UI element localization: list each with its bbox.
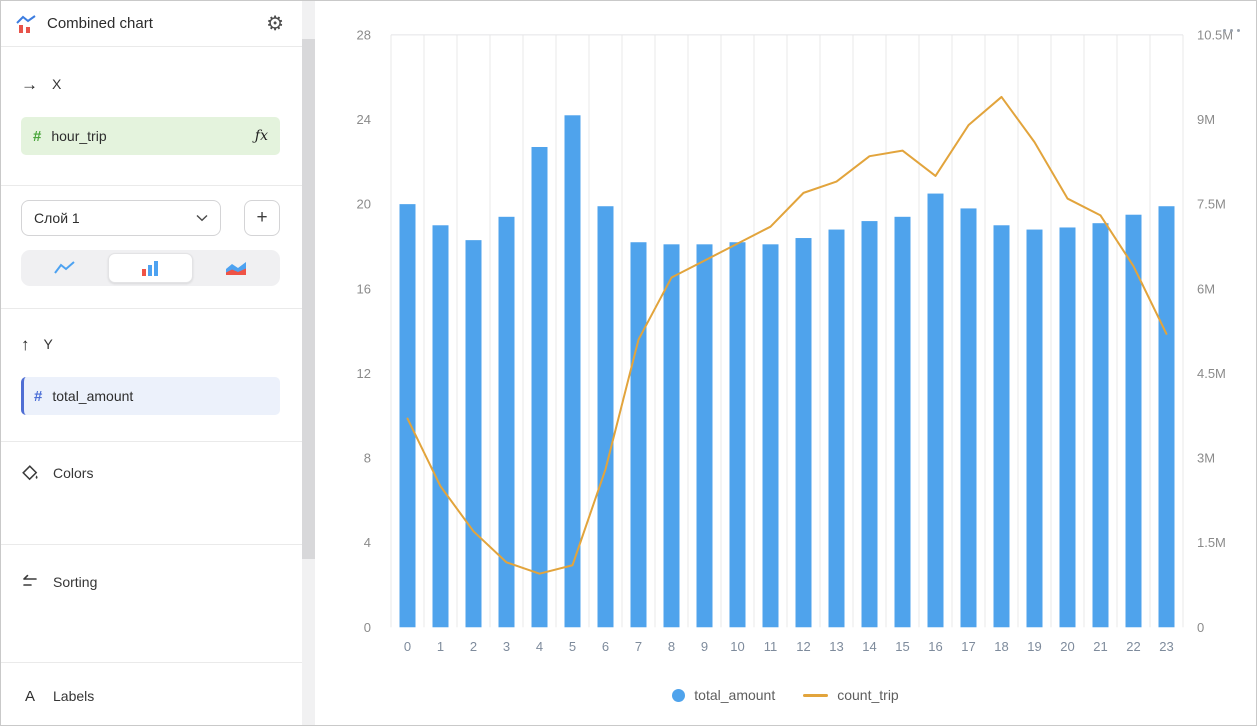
svg-text:14: 14 (862, 639, 876, 654)
legend-label: count_trip (837, 687, 899, 703)
svg-text:28: 28 (357, 27, 371, 42)
layer-row: Слой 1 + (21, 200, 280, 236)
svg-text:4: 4 (536, 639, 543, 654)
sidebar-header: Combined chart ⚙ (1, 1, 302, 47)
chart-type-area[interactable] (195, 253, 277, 283)
colors-section: Colors (1, 442, 302, 545)
legend-label: total_amount (694, 687, 776, 703)
svg-text:20: 20 (1060, 639, 1074, 654)
svg-text:7.5M: 7.5M (1197, 197, 1226, 212)
svg-text:6: 6 (602, 639, 609, 654)
y-section: ↑ Y # total_amount (1, 309, 302, 442)
function-icon[interactable]: ƒx (254, 128, 268, 144)
chart-panel: 0 4 8 12 16 20 24 28 0 1.5M 3M 4.5M 6M 7.5M 9M 10.5M 0 1 2… (315, 1, 1256, 725)
svg-text:13: 13 (829, 639, 843, 654)
svg-text:1.5M: 1.5M (1197, 535, 1226, 550)
svg-text:8: 8 (668, 639, 675, 654)
layer-section: Слой 1 + (1, 186, 302, 309)
area-chart-icon (225, 260, 247, 276)
field-chip-label: total_amount (52, 388, 134, 404)
layer-select-value: Слой 1 (34, 210, 80, 226)
x-section-header: → X (21, 73, 280, 95)
paint-bucket-icon (21, 464, 39, 482)
svg-text:16: 16 (928, 639, 942, 654)
sidebar-scrollbar-thumb[interactable] (302, 39, 315, 559)
chart-type-bar[interactable] (108, 253, 193, 283)
legend-circle-marker (672, 688, 686, 702)
svg-text:9: 9 (701, 639, 708, 654)
svg-text:3M: 3M (1197, 451, 1215, 466)
legend-item-total-amount[interactable]: total_amount (672, 687, 775, 703)
bar-chart-icon (139, 260, 161, 276)
svg-text:12: 12 (796, 639, 810, 654)
labels-section: A Labels (1, 663, 302, 725)
sorting-section-header[interactable]: Sorting (21, 571, 280, 593)
svg-text:18: 18 (994, 639, 1008, 654)
y-section-header: ↑ Y (21, 333, 280, 355)
svg-text:5: 5 (569, 639, 576, 654)
number-field-icon: # (34, 387, 43, 405)
sidebar-content: Combined chart ⚙ → X # hour_trip ƒx Слой… (1, 1, 302, 725)
line-chart-icon (54, 260, 76, 276)
arrow-right-icon: → (21, 74, 38, 94)
svg-text:4: 4 (364, 535, 371, 550)
svg-text:1: 1 (437, 639, 444, 654)
svg-text:16: 16 (357, 281, 371, 296)
svg-text:0: 0 (364, 620, 371, 635)
chart-type-line[interactable] (24, 253, 106, 283)
svg-text:0: 0 (404, 639, 411, 654)
svg-text:0: 0 (1197, 620, 1204, 635)
svg-text:11: 11 (764, 639, 777, 654)
sidebar-scrollbar[interactable] (302, 1, 315, 725)
sidebar: Combined chart ⚙ → X # hour_trip ƒx Слой… (1, 1, 315, 725)
svg-text:8: 8 (364, 451, 371, 466)
more-menu-icon[interactable] (1221, 27, 1242, 34)
legend-line-marker (803, 693, 829, 697)
arrow-up-icon: ↑ (21, 334, 30, 354)
colors-section-header[interactable]: Colors (21, 462, 280, 484)
svg-text:19: 19 (1027, 639, 1041, 654)
chevron-down-icon (196, 214, 208, 222)
legend-item-count-trip[interactable]: count_trip (803, 687, 899, 703)
y-section-label: Y (43, 336, 53, 352)
sorting-icon (21, 573, 39, 591)
svg-text:23: 23 (1159, 639, 1173, 654)
chart-type-switcher (21, 250, 280, 286)
add-layer-button[interactable]: + (244, 200, 280, 236)
number-field-icon: # (33, 127, 42, 145)
chart-legend: total_amount count_trip (315, 687, 1256, 703)
layer-select[interactable]: Слой 1 (21, 200, 221, 236)
sorting-section: Sorting (1, 545, 302, 663)
svg-text:3: 3 (503, 639, 510, 654)
svg-text:22: 22 (1126, 639, 1140, 654)
page-title: Combined chart (47, 15, 153, 32)
svg-text:17: 17 (961, 639, 975, 654)
svg-text:15: 15 (895, 639, 909, 654)
sorting-label: Sorting (53, 574, 98, 590)
field-chip-total-amount[interactable]: # total_amount (21, 377, 280, 415)
colors-label: Colors (53, 465, 94, 481)
svg-text:9M: 9M (1197, 112, 1215, 127)
svg-text:20: 20 (357, 197, 371, 212)
svg-text:21: 21 (1093, 639, 1107, 654)
x-section: → X # hour_trip ƒx (1, 47, 302, 186)
svg-text:10: 10 (730, 639, 744, 654)
gear-icon[interactable]: ⚙ (266, 12, 284, 35)
svg-text:24: 24 (357, 112, 371, 127)
field-chip-label: hour_trip (51, 128, 107, 144)
svg-text:6M: 6M (1197, 281, 1215, 296)
field-chip-hour-trip[interactable]: # hour_trip ƒx (21, 117, 280, 155)
svg-text:7: 7 (635, 639, 642, 654)
svg-text:4.5M: 4.5M (1197, 366, 1226, 381)
labels-a-icon: A (24, 687, 35, 705)
x-section-label: X (52, 76, 62, 92)
svg-text:12: 12 (357, 366, 371, 381)
labels-label: Labels (53, 688, 95, 704)
svg-text:2: 2 (470, 639, 477, 654)
labels-section-header[interactable]: A Labels (21, 685, 280, 707)
combined-chart-logo-icon (15, 13, 37, 35)
